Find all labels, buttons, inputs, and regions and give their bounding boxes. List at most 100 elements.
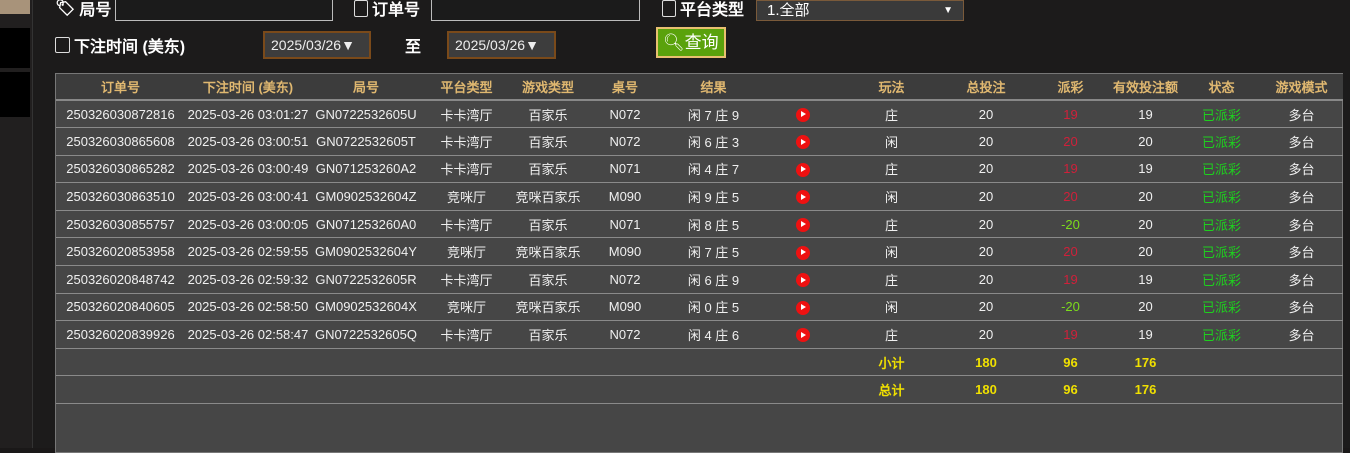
table-cell: GM0902532604Z [311,182,421,211]
table-cell: 庄 [844,155,939,184]
table-cell: 闲 4 庄 6 [666,320,761,349]
round-input[interactable] [115,0,333,21]
play-video-icon[interactable] [795,107,810,122]
table-cell: GN0722532605Q [311,320,421,349]
table-cell: 闲 8 庄 5 [666,210,761,239]
table-cell: 百家乐 [512,127,584,156]
subtotal-row: 小计 180 96 176 [56,348,1343,377]
platform-select[interactable]: 1.全部 ▼ [756,0,964,21]
calendar-icon [55,37,70,53]
table-cell: 2025-03-26 03:00:49 [185,155,311,184]
table-cell: 百家乐 [512,210,584,239]
table-row: 250326020853958 2025-03-26 02:59:55 GM0902… [56,237,1343,267]
table-cell: GM0902532604X [311,293,421,322]
table-cell: 庄 [844,265,939,294]
empty-cell [1260,375,1343,405]
empty-cell [761,348,844,377]
replay-cell [761,127,844,156]
table-cell: 闲 [844,127,939,156]
table-cell: 多台 [1260,210,1343,239]
table-cell: 已派彩 [1183,265,1260,294]
empty-cell [421,348,512,377]
column-header: 平台类型 [421,74,512,101]
table-cell: 多台 [1260,320,1343,349]
empty-cell [311,348,421,377]
table-cell: 2025-03-26 02:58:47 [185,320,311,349]
table-cell: GM0902532604Y [311,237,421,267]
table-cell: 百家乐 [512,100,584,129]
table-cell: 2025-03-26 03:00:51 [185,127,311,156]
play-video-icon[interactable] [795,162,810,177]
table-cell: 19 [1108,320,1183,349]
table-cell: 20 [1108,182,1183,211]
play-video-icon[interactable] [795,245,810,260]
query-button[interactable]: 🔍︎查询 [656,27,726,58]
table-cell: M090 [584,237,666,267]
table-cell: 20 [1108,293,1183,322]
table-row: 250326020840605 2025-03-26 02:58:50 GM0902… [56,293,1343,322]
play-video-icon[interactable] [795,300,810,315]
empty-cell [512,348,584,377]
play-video-icon[interactable] [795,135,810,150]
play-video-icon[interactable] [795,328,810,343]
column-header: 派彩 [1033,74,1108,101]
table-cell: 250326020853958 [56,237,185,267]
table-cell: 已派彩 [1183,100,1260,129]
table-row: 250326030863510 2025-03-26 03:00:41 GM0902… [56,182,1343,211]
play-video-icon[interactable] [795,217,810,232]
table-cell: 竞咪百家乐 [512,182,584,211]
column-header: 订单号 [56,74,185,101]
table-cell: 2025-03-26 03:01:27 [185,100,311,129]
table-cell: 多台 [1260,293,1343,322]
table-cell: N072 [584,265,666,294]
table-cell: 闲 7 庄 5 [666,237,761,267]
table-cell: 卡卡湾厅 [421,127,512,156]
table-cell: 250326020840605 [56,293,185,322]
table-cell: M090 [584,293,666,322]
table-cell: 已派彩 [1183,182,1260,211]
table-cell: 19 [1033,265,1108,294]
list-icon [354,0,368,17]
subtotal-label: 小计 [844,348,939,377]
table-cell: 250326030865608 [56,127,185,156]
play-video-icon[interactable] [795,273,810,288]
date-from-picker[interactable]: 2025/03/26▼ [263,31,371,59]
table-cell: 闲 6 庄 9 [666,265,761,294]
empty-cell [185,375,311,405]
table-cell: 20 [939,127,1033,156]
table-cell: 20 [1108,237,1183,267]
date-to-picker[interactable]: 2025/03/26▼ [447,31,556,59]
table-cell: 已派彩 [1183,210,1260,239]
table-cell: 已派彩 [1183,320,1260,349]
column-header: 游戏模式 [1260,74,1343,101]
empty-cell [666,348,761,377]
play-video-icon[interactable] [795,190,810,205]
table-row: 250326030865608 2025-03-26 03:00:51 GN0722… [56,127,1343,156]
table-cell: N072 [584,100,666,129]
table-cell: 20 [939,100,1033,129]
table-cell: 19 [1033,155,1108,184]
table-cell: M090 [584,182,666,211]
order-label: 订单号 [354,0,420,20]
table-cell: 250326030872816 [56,100,185,129]
column-header: 游戏类型 [512,74,584,101]
table-cell: 卡卡湾厅 [421,210,512,239]
table-cell: 2025-03-26 03:00:05 [185,210,311,239]
table-cell: 竞咪百家乐 [512,237,584,267]
table-cell: N072 [584,127,666,156]
order-input[interactable] [431,0,640,21]
table-cell: 多台 [1260,237,1343,267]
platform-label: 平台类型 [662,0,744,20]
sidebar [0,0,32,448]
table-row: 250326030855757 2025-03-26 03:00:05 GN0712… [56,210,1343,239]
table-cell: 庄 [844,320,939,349]
table-cell: 250326030865282 [56,155,185,184]
total-payout: 96 [1033,375,1108,405]
column-header: 结果 [666,74,761,101]
table-cell: 20 [1033,127,1108,156]
total-row: 总计 180 96 176 [56,375,1343,405]
column-header: 总投注 [939,74,1033,101]
table-row: 250326020839926 2025-03-26 02:58:47 GN0722… [56,320,1343,349]
table-cell: 19 [1108,265,1183,294]
table-cell: 多台 [1260,127,1343,156]
